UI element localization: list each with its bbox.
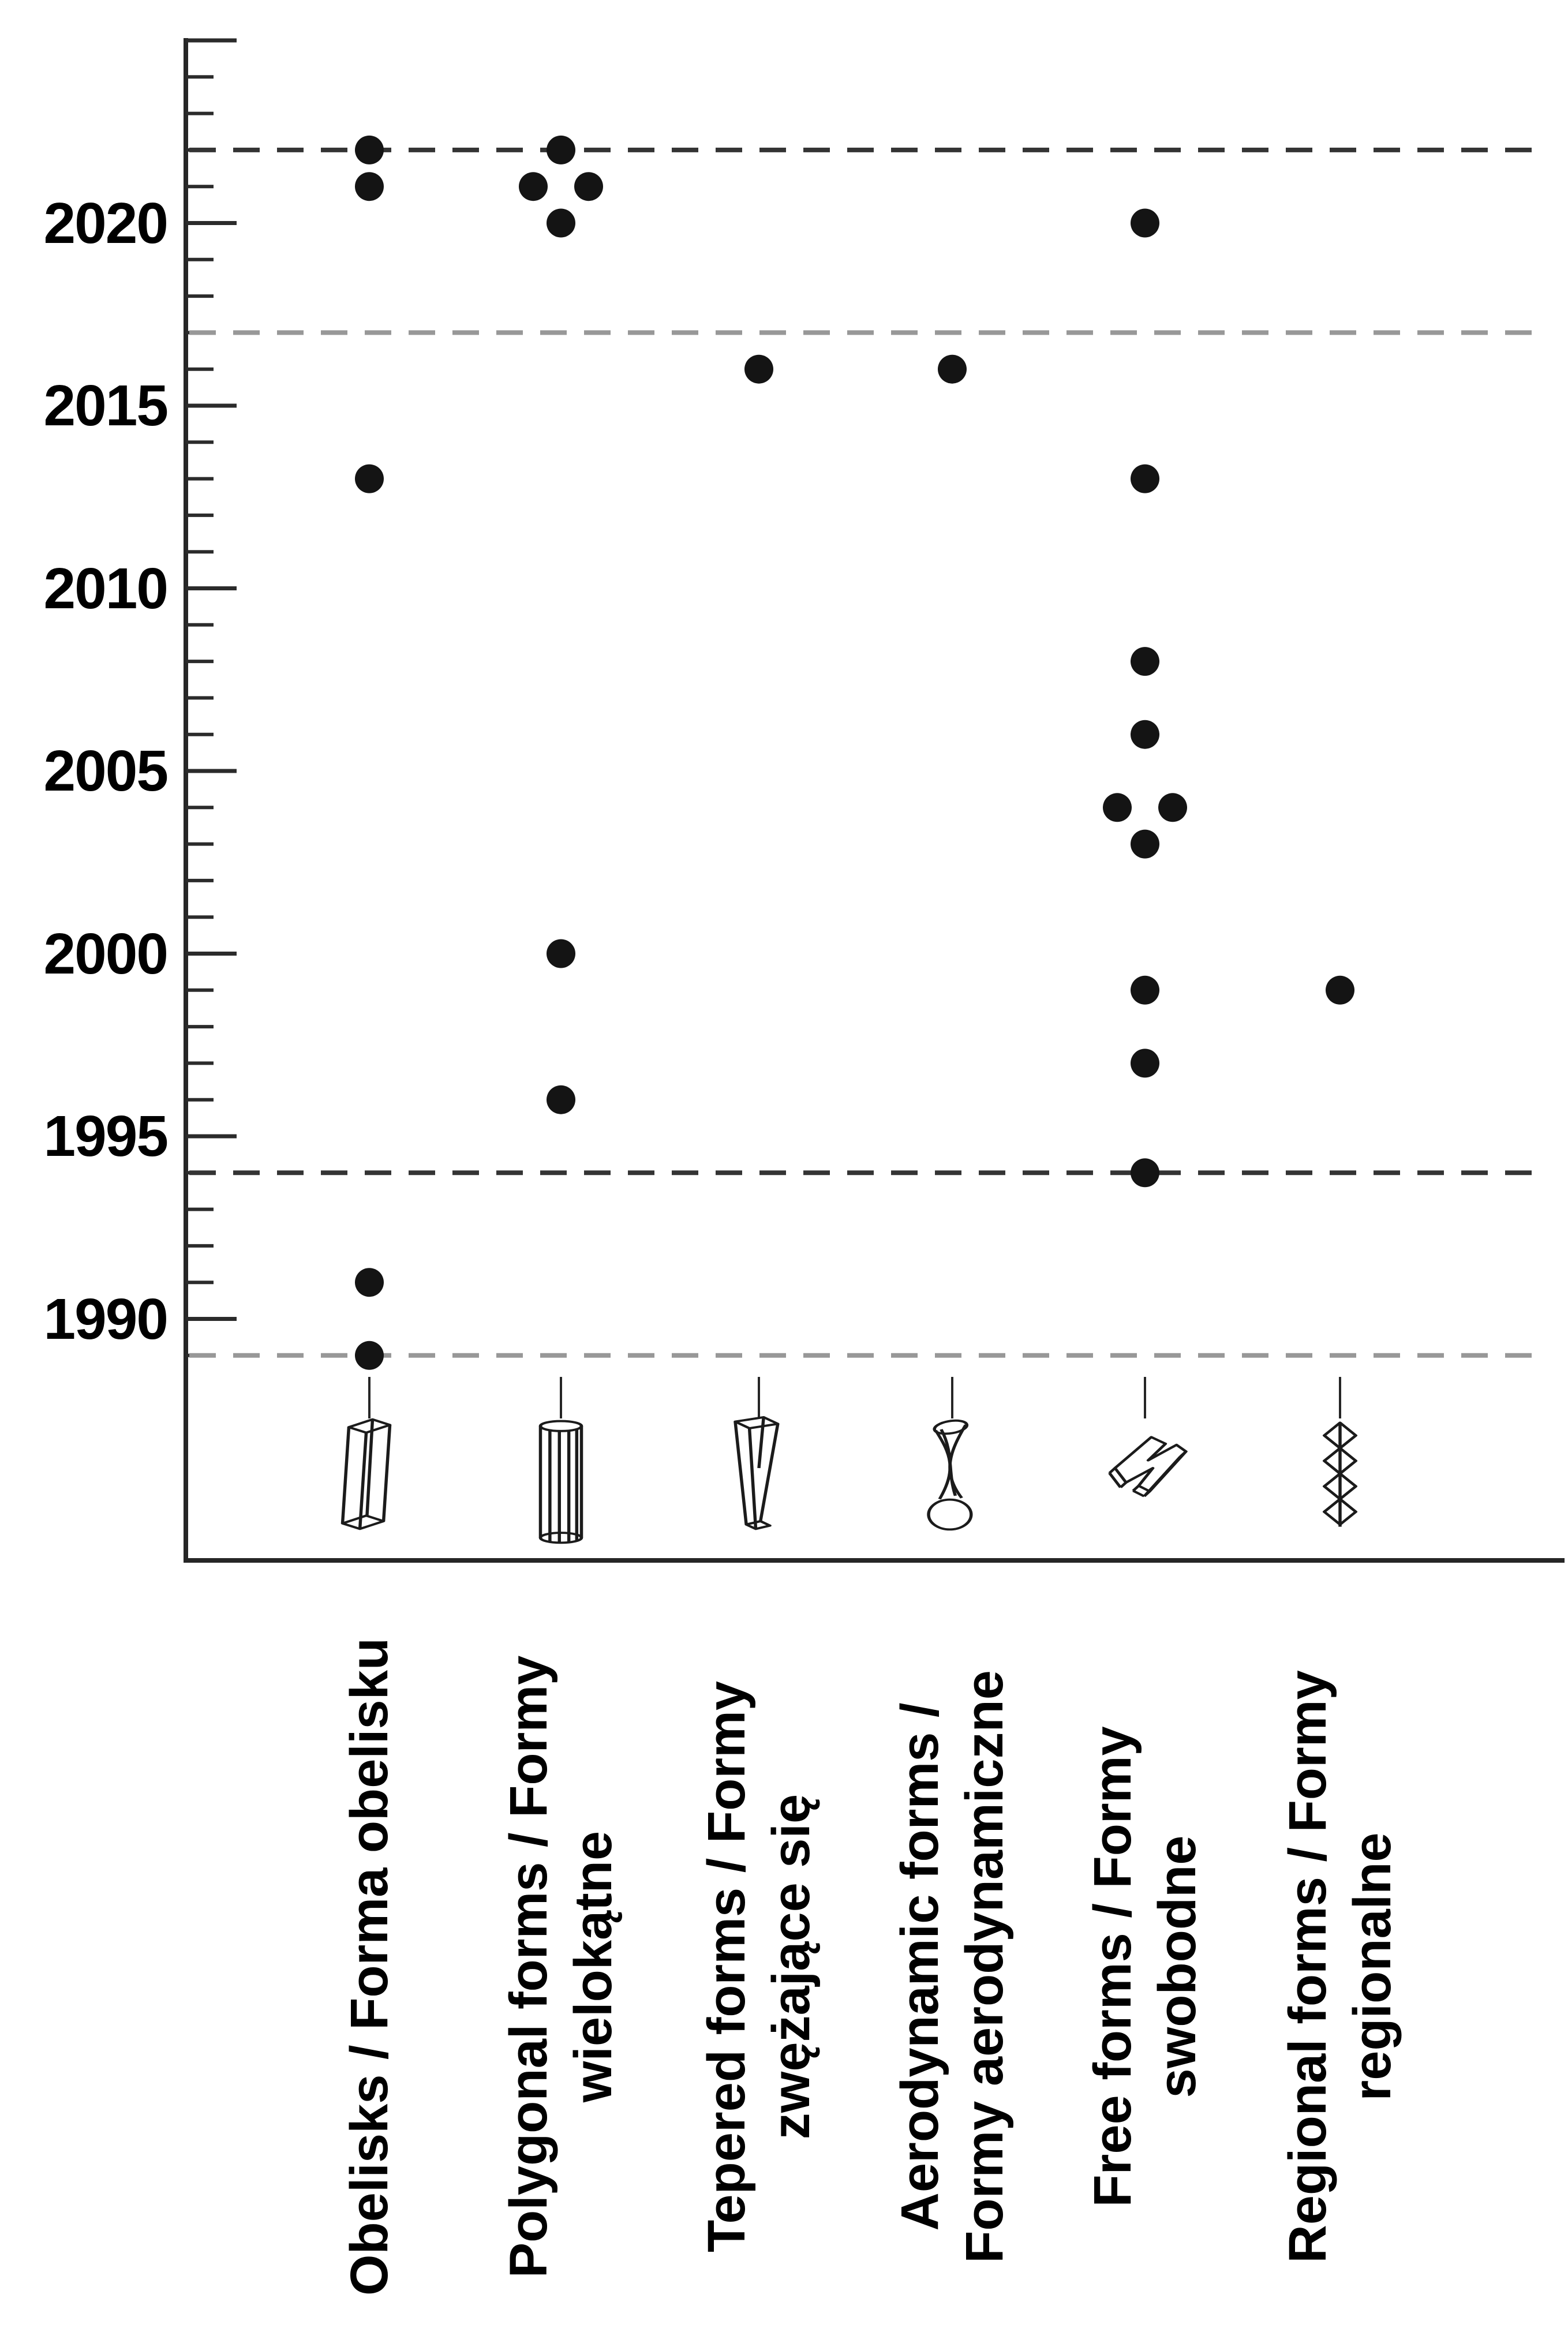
category-label-line: Polygonal forms / Formy bbox=[499, 1655, 558, 2278]
category-icons-layer bbox=[343, 1417, 1356, 1543]
aerodynamic-form-icon bbox=[929, 1418, 971, 1529]
data-point-obelisks-1991 bbox=[355, 1268, 384, 1297]
data-point-free-2008 bbox=[1131, 647, 1159, 676]
data-point-obelisks-2013 bbox=[355, 464, 384, 493]
data-point-polygonal-2022 bbox=[547, 135, 575, 164]
tapered-form-icon bbox=[735, 1417, 778, 1529]
category-label-tepered: Tepered forms / Formy zwężające się bbox=[694, 1681, 824, 2252]
polygonal-column-icon bbox=[540, 1421, 581, 1543]
data-point-tepered-2016 bbox=[744, 354, 773, 384]
data-point-obelisks-1989 bbox=[355, 1341, 384, 1370]
y-tick-label-1995: 1995 bbox=[43, 1104, 169, 1169]
y-tick-label-2005: 2005 bbox=[43, 739, 169, 803]
category-label-line: swobodne bbox=[1148, 1835, 1207, 2098]
category-label-line: Aerodynamic forms / bbox=[890, 1702, 949, 2231]
data-point-free-2006 bbox=[1131, 720, 1159, 749]
y-tick-label-2010: 2010 bbox=[43, 556, 169, 621]
category-label-polygonal: Polygonal forms / Formy wielokątne bbox=[496, 1656, 626, 2278]
y-tick-label-2020: 2020 bbox=[43, 190, 169, 256]
category-label-line: Regional forms / Formy bbox=[1278, 1670, 1337, 2263]
data-point-aerodynamic-2016 bbox=[938, 354, 967, 384]
data-points-layer bbox=[355, 135, 1354, 1370]
category-label-free: Free forms / Formy swobodne bbox=[1080, 1726, 1210, 2207]
axis-layer bbox=[184, 38, 1565, 1563]
category-label-aerodynamic: Aerodynamic forms / Formy aerodynamiczne bbox=[888, 1670, 1017, 2263]
category-label-line: Formy aerodynamiczne bbox=[955, 1670, 1014, 2263]
data-point-free-1999 bbox=[1131, 975, 1159, 1005]
category-label-line: regionalne bbox=[1343, 1832, 1402, 2101]
free-form-icon bbox=[1110, 1437, 1187, 1496]
data-point-polygonal-2021 bbox=[519, 172, 548, 201]
category-label-line: Free forms / Formy bbox=[1083, 1726, 1142, 2207]
regional-form-icon bbox=[1324, 1422, 1356, 1526]
category-label-line: Obelisks / Forma obelisku bbox=[340, 1637, 399, 2296]
data-point-polygonal-2021 bbox=[574, 172, 603, 201]
data-point-polygonal-2000 bbox=[547, 939, 575, 968]
icon-stems-layer bbox=[368, 1377, 1341, 1418]
data-point-polygonal-2020 bbox=[547, 208, 575, 238]
category-label-obelisks: Obelisks / Forma obelisku bbox=[337, 1638, 402, 2296]
data-point-free-1997 bbox=[1131, 1049, 1159, 1078]
category-label-regional: Regional forms / Formy regionalne bbox=[1275, 1670, 1405, 2263]
data-point-free-1994 bbox=[1131, 1158, 1159, 1188]
data-point-free-2004 bbox=[1103, 793, 1132, 822]
obelisk-icon bbox=[343, 1420, 390, 1529]
data-point-regional-1999 bbox=[1326, 975, 1354, 1005]
category-label-line: wielokątne bbox=[564, 1830, 623, 2103]
y-tick-label-1990: 1990 bbox=[43, 1286, 169, 1352]
data-point-free-2003 bbox=[1131, 829, 1159, 859]
data-point-free-2013 bbox=[1131, 464, 1159, 493]
category-label-line: zwężające się bbox=[762, 1794, 821, 2140]
y-tick-label-2015: 2015 bbox=[43, 373, 169, 438]
data-point-free-2020 bbox=[1131, 208, 1159, 238]
category-label-line: Tepered forms / Formy bbox=[697, 1680, 756, 2253]
reference-lines-layer bbox=[189, 147, 1538, 1358]
data-point-free-2004 bbox=[1158, 793, 1187, 822]
data-point-obelisks-2021 bbox=[355, 172, 384, 201]
y-tick-label-2000: 2000 bbox=[43, 921, 169, 986]
data-point-obelisks-2022 bbox=[355, 135, 384, 164]
data-point-polygonal-1996 bbox=[547, 1085, 575, 1114]
